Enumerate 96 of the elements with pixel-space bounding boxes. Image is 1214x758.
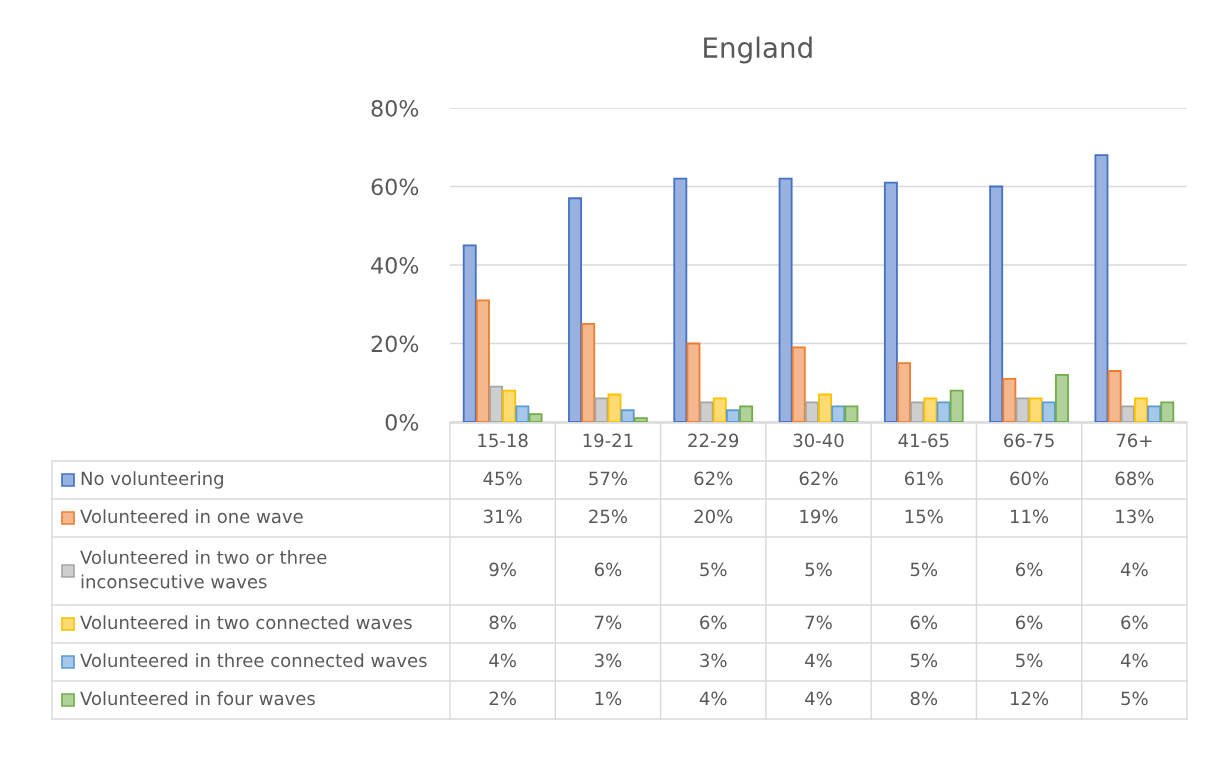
legend-label: Volunteered in one wave xyxy=(80,509,303,524)
bar xyxy=(791,346,806,422)
bar xyxy=(778,177,793,422)
data-label: 5% xyxy=(910,653,938,668)
bar xyxy=(515,405,530,422)
data-label: 13% xyxy=(1116,509,1154,524)
bar xyxy=(1094,154,1109,422)
legend-label: Volunteered in two connected waves xyxy=(80,615,412,630)
data-label: 20% xyxy=(694,509,733,524)
data-label: 6% xyxy=(1016,615,1043,630)
data-label: 5% xyxy=(700,562,727,577)
data-label: 61% xyxy=(904,471,943,486)
data-label: 5% xyxy=(1121,691,1148,706)
data-label: 7% xyxy=(805,615,832,630)
data-label: 15% xyxy=(905,509,943,524)
bar xyxy=(1002,377,1017,422)
data-label: 6% xyxy=(1121,615,1148,630)
bar xyxy=(712,397,727,422)
legend-label: Volunteered in two or three inconsecutive waves xyxy=(80,550,327,589)
x-tick-label: 41-65 xyxy=(898,433,949,448)
bar xyxy=(989,185,1004,422)
bar xyxy=(620,409,635,422)
bar xyxy=(633,417,648,422)
bar xyxy=(568,197,582,422)
bar xyxy=(897,362,912,422)
bar xyxy=(1147,405,1162,422)
y-tick-label: 60% xyxy=(371,178,419,196)
y-tick-label: 40% xyxy=(371,256,419,274)
data-label: 4% xyxy=(805,691,832,706)
data-label: 11% xyxy=(1010,509,1049,524)
bar xyxy=(818,393,833,422)
legend-label: No volunteering xyxy=(81,471,223,489)
data-label: 25% xyxy=(589,509,627,524)
data-label: 19% xyxy=(800,509,838,524)
bar xyxy=(581,322,596,422)
bar xyxy=(502,389,517,422)
bar xyxy=(686,342,701,422)
data-label: 31% xyxy=(483,509,522,524)
bar xyxy=(949,389,964,422)
bar xyxy=(528,413,543,422)
data-label: 5% xyxy=(1016,653,1043,668)
bar xyxy=(462,244,477,422)
data-label: 4% xyxy=(1120,653,1148,668)
data-label: 8% xyxy=(489,615,516,630)
x-tick-label: 19-21 xyxy=(583,433,633,448)
bar xyxy=(923,397,938,422)
bar xyxy=(1133,397,1148,422)
x-tick-label: 30-40 xyxy=(793,433,844,448)
bar xyxy=(725,409,740,422)
bar xyxy=(831,405,846,422)
bar xyxy=(1107,370,1122,422)
x-tick-label: 76+ xyxy=(1116,433,1152,448)
data-label: 9% xyxy=(489,562,516,577)
y-tick-label: 20% xyxy=(371,335,419,353)
x-tick-label: 15-18 xyxy=(478,433,528,448)
bar xyxy=(883,181,898,422)
bar xyxy=(844,405,859,422)
legend-label: Volunteered in three connected waves xyxy=(80,653,427,668)
data-label: 45% xyxy=(483,471,522,486)
data-label: 5% xyxy=(805,562,832,577)
data-label: 62% xyxy=(799,471,838,486)
data-label: 68% xyxy=(1115,471,1154,486)
data-label: 4% xyxy=(699,691,727,706)
data-label: 7% xyxy=(595,615,622,630)
bar xyxy=(1160,401,1175,422)
data-label: 8% xyxy=(910,691,938,706)
bar xyxy=(607,393,622,422)
x-tick-label: 66-75 xyxy=(1004,433,1054,448)
y-tick-label: 80% xyxy=(371,99,419,117)
data-label: 3% xyxy=(594,653,622,668)
data-label: 4% xyxy=(1120,562,1148,577)
data-label: 4% xyxy=(489,653,516,668)
bar xyxy=(1041,401,1056,422)
y-tick-label: 0% xyxy=(385,413,419,431)
data-label: 6% xyxy=(594,562,622,577)
bar xyxy=(936,401,951,422)
chart-title: England xyxy=(704,36,812,64)
bar xyxy=(475,299,490,422)
x-tick-label: 22-29 xyxy=(688,433,739,448)
data-label: 2% xyxy=(489,691,516,706)
data-label: 62% xyxy=(694,471,733,486)
data-label: 6% xyxy=(910,615,938,630)
data-label: 57% xyxy=(589,471,627,486)
data-label: 12% xyxy=(1010,691,1049,706)
data-label: 6% xyxy=(1016,562,1043,577)
data-label: 4% xyxy=(805,653,832,668)
legend-label: Volunteered in four waves xyxy=(80,691,315,706)
data-label: 6% xyxy=(700,615,727,630)
data-label: 1% xyxy=(595,691,622,706)
data-label: 5% xyxy=(910,562,938,577)
data-label: 60% xyxy=(1010,471,1049,486)
data-label: 3% xyxy=(700,653,727,668)
bar xyxy=(673,177,688,422)
bar xyxy=(1028,397,1043,422)
bar xyxy=(739,405,754,422)
bar xyxy=(1055,373,1069,422)
